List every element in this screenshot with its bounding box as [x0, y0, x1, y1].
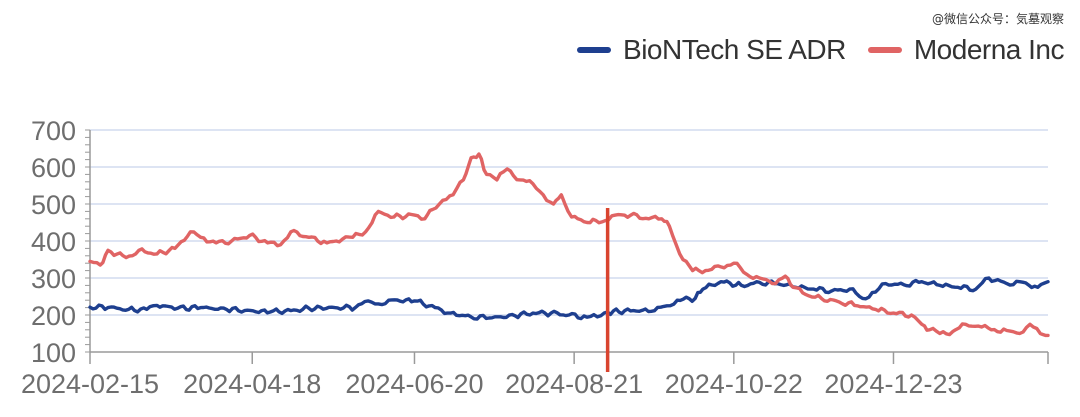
legend-swatch-moderna: [867, 47, 902, 53]
y-tick-label-300: 300: [31, 264, 76, 294]
x-tick-label-2024-12-23: 2024-12-23: [824, 369, 962, 399]
legend-item-biontech[interactable]: BioNTech SE ADR: [577, 34, 846, 66]
series-line-moderna: [88, 152, 1050, 338]
x-tick-label-2024-08-21: 2024-08-21: [505, 369, 643, 399]
legend-label-moderna: Moderna Inc: [913, 34, 1065, 65]
legend-label-biontech: BioNTech SE ADR: [623, 34, 846, 65]
x-tick-label-2024-10-22: 2024-10-22: [665, 369, 803, 399]
y-tick-label-700: 700: [31, 116, 76, 146]
x-axis: 2024-02-15 2024-04-18 2024-06-20 2024-08-21…: [21, 351, 1049, 399]
x-tick-label-2024-06-20: 2024-06-20: [345, 369, 483, 399]
y-tick-label-200: 200: [31, 301, 76, 331]
x-tick-label-2024-02-15: 2024-02-15: [21, 369, 159, 399]
x-tick-label-2024-04-18: 2024-04-18: [183, 369, 321, 399]
gridlines: [90, 129, 1048, 316]
legend-item-moderna[interactable]: Moderna Inc: [867, 34, 1065, 66]
watermark: @微信公众号：気墓观察: [931, 12, 1064, 26]
y-tick-label-500: 500: [31, 190, 76, 220]
y-tick-label-100: 100: [31, 338, 76, 368]
y-tick-label-400: 400: [31, 227, 76, 257]
y-axis: 100 200 300 400 500 600 700: [31, 116, 91, 368]
series-lines: [88, 152, 1050, 338]
legend-swatch-biontech: [577, 47, 612, 53]
legend: BioNTech SE ADR Moderna Inc: [577, 34, 1065, 66]
y-tick-label-600: 600: [31, 153, 76, 183]
series-line-biontech: [88, 276, 1050, 321]
